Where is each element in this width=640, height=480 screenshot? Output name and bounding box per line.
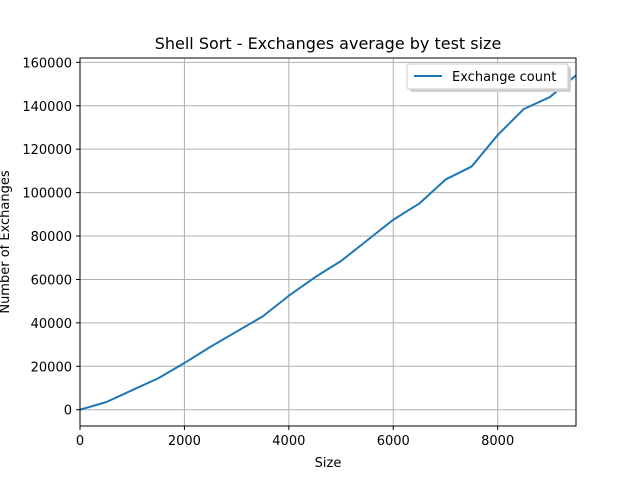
x-axis: 0 2000 4000 6000 8000 <box>76 426 514 449</box>
x-tick-label: 4000 <box>272 434 305 449</box>
y-tick-label: 100000 <box>22 187 72 202</box>
y-tick-label: 80000 <box>31 230 72 245</box>
legend: Exchange count <box>406 63 571 92</box>
y-axis-label: Number of Exchanges <box>0 170 13 314</box>
y-tick-label: 0 <box>64 404 72 419</box>
series-layer <box>80 74 576 411</box>
legend-label: Exchange count <box>452 70 556 85</box>
x-tick-label: 8000 <box>481 434 514 449</box>
series-line-exchange-count <box>80 74 576 411</box>
y-tick-label: 140000 <box>22 100 72 115</box>
chart-title: Shell Sort - Exchanges average by test s… <box>155 34 502 53</box>
x-tick-label: 2000 <box>168 434 201 449</box>
y-tick-label: 60000 <box>31 273 72 288</box>
y-tick-label: 20000 <box>31 360 72 375</box>
legend-box <box>406 63 569 90</box>
x-tick-label: 0 <box>76 434 84 449</box>
y-tick-label: 120000 <box>22 143 72 158</box>
y-tick-label: 40000 <box>31 317 72 332</box>
y-tick-label: 160000 <box>22 56 72 71</box>
plot-frame <box>79 57 577 427</box>
grid-lines <box>79 58 576 426</box>
y-axis: 0 20000 40000 60000 80000 100000 120000 140000 1… <box>22 56 80 419</box>
x-tick-label: 6000 <box>377 434 410 449</box>
x-axis-label: Size <box>315 456 342 471</box>
